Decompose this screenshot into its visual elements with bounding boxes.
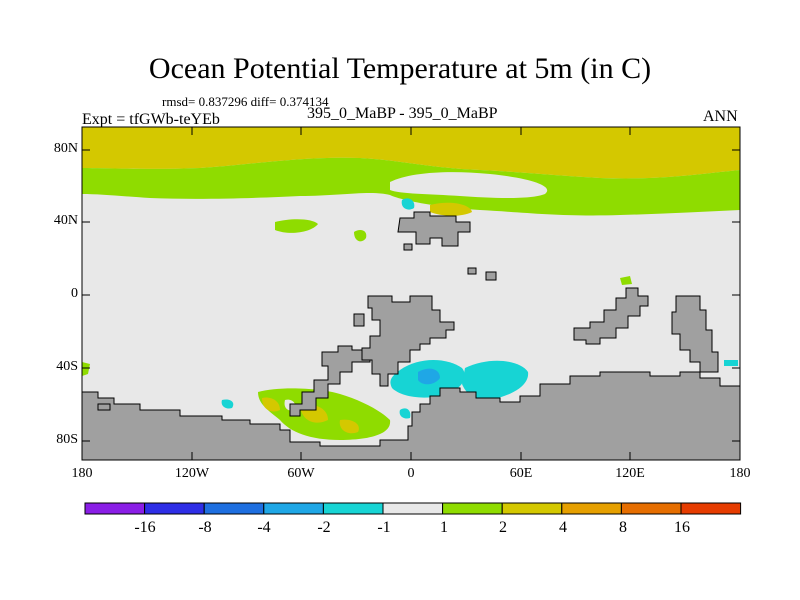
cool-patch-east (724, 360, 738, 366)
warm-patch-edge (82, 362, 90, 376)
x-tick-label: 180 (71, 466, 93, 481)
subtitle: 395_0_MaBP - 395_0_MaBP (307, 105, 498, 122)
stats-label: rmsd= 0.837296 diff= 0.374134 (162, 94, 329, 109)
colorbar-box (84, 502, 146, 515)
colorbar-box (561, 502, 622, 515)
cool-region-indian (462, 360, 529, 401)
colorbar-label: 1 (440, 519, 448, 536)
warm-patch-pacific (620, 276, 632, 285)
colorbar-label: 2 (499, 519, 507, 536)
cooler-core-south-atlantic (418, 368, 440, 385)
map-title: Ocean Potential Temperature at 5m (in C) (148, 52, 652, 85)
y-tick-label: 40N (53, 213, 78, 228)
cool-patch-north (401, 198, 415, 210)
season-label: ANN (703, 108, 738, 125)
colorbar-box (442, 502, 503, 515)
colorbar-box (680, 502, 742, 515)
x-tick-label: 60E (509, 466, 533, 481)
land-mask (81, 211, 741, 461)
y-tick-label: 40S (56, 359, 78, 374)
colorbar-label: 16 (674, 519, 690, 536)
colorbar-box (501, 502, 563, 515)
colorbar-box (203, 502, 265, 515)
neutral-patch-north (390, 172, 548, 198)
colorbar-label: -4 (257, 519, 271, 536)
colorbar-label: -16 (134, 519, 156, 536)
y-tick-label: 0 (71, 286, 78, 301)
warm-patch-south-3 (339, 419, 359, 434)
warm-patch-atlantic (275, 219, 318, 233)
colorbar-box (144, 502, 205, 515)
x-tick-label: 0 (407, 466, 415, 481)
x-tick-label: 180 (729, 466, 751, 481)
axis-ticks (81, 127, 741, 460)
colorbar-box (322, 502, 384, 515)
colorbar-box (263, 502, 324, 515)
colorbar-box (382, 502, 444, 515)
x-tick-label: 60W (287, 466, 315, 481)
cool-patch-small (399, 408, 411, 419)
warm-patch-small (354, 230, 367, 242)
colorbar-label: -8 (198, 519, 212, 536)
y-tick-label: 80S (56, 432, 78, 447)
colorbar-label: 4 (559, 519, 567, 536)
warm-patch-europe (430, 202, 472, 216)
x-tick-label: 120W (174, 466, 210, 481)
colorbar (84, 502, 742, 515)
warm-patch-south-1 (262, 397, 280, 412)
warm-region-arctic (82, 127, 740, 179)
colorbar-label: -1 (377, 519, 391, 536)
cool-patch-pacific (221, 399, 234, 409)
y-tick-label: 80N (53, 141, 78, 156)
experiment-label: Expt = tfGWb-teYEb (82, 111, 220, 128)
colorbar-label: -2 (317, 519, 331, 536)
colorbar-label: 8 (619, 519, 627, 536)
colorbar-box (620, 502, 682, 515)
x-tick-label: 120E (615, 466, 645, 481)
